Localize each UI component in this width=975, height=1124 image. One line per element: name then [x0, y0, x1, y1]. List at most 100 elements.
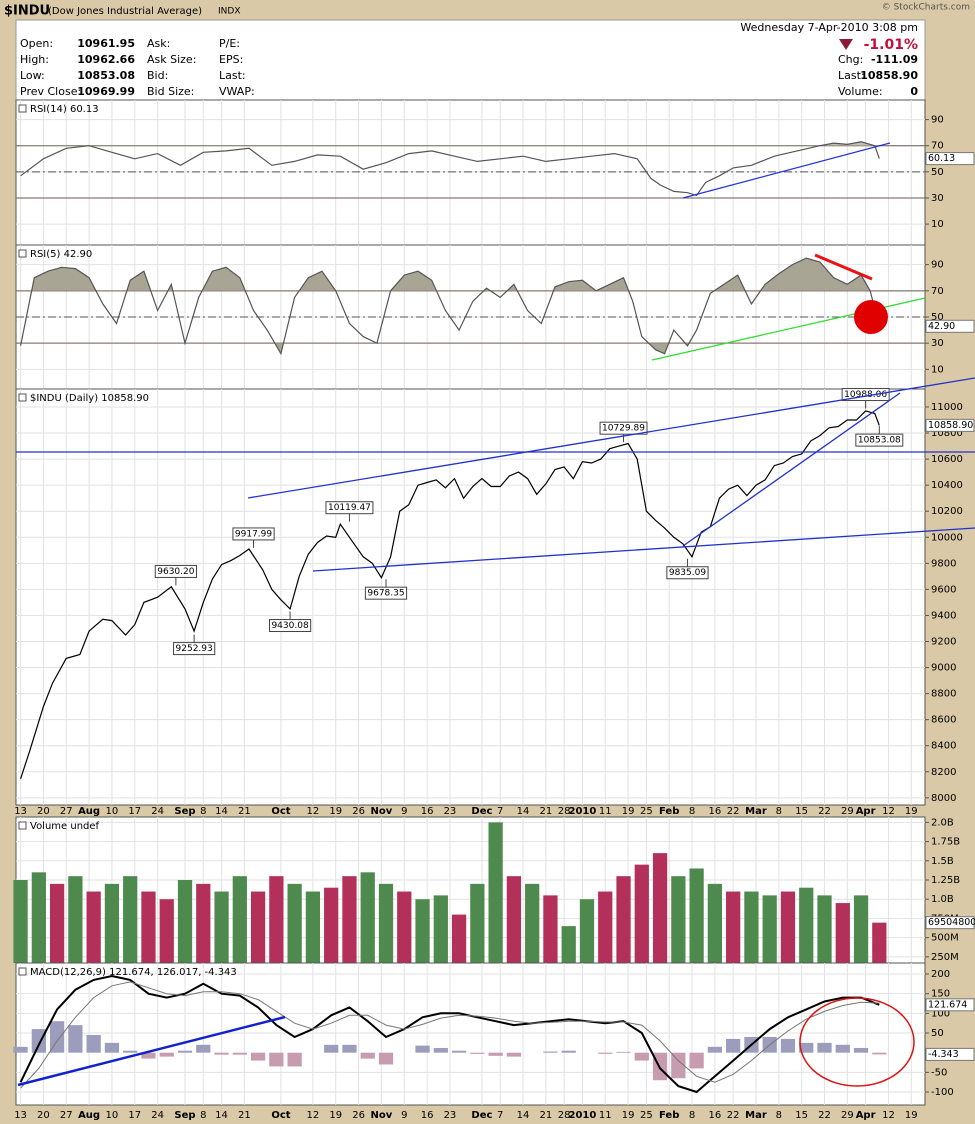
histogram-bar — [250, 1052, 266, 1061]
histogram-bar — [561, 1050, 576, 1053]
x-tick-label: 22 — [818, 1110, 831, 1121]
y-tick-label: 10 — [931, 364, 944, 375]
x-tick-label: Apr — [856, 806, 876, 817]
line — [20, 410, 880, 779]
annotation-label: 9252.93 — [176, 644, 213, 654]
y-tick-label: 1.25B — [931, 875, 960, 886]
x-tick-label: 10 — [106, 806, 119, 817]
line — [20, 981, 880, 1089]
quote-label: High: — [20, 53, 49, 66]
quote-value: 10853.08 — [77, 69, 135, 82]
volume-bar — [488, 822, 503, 963]
x-tick-label: 29 — [841, 806, 854, 817]
histogram-bar — [232, 1052, 247, 1055]
x-tick-label: 28 — [558, 1110, 571, 1121]
panel-title: RSI(14) 60.13 — [30, 104, 99, 115]
histogram-bar — [853, 1047, 869, 1053]
volume-bar — [104, 883, 120, 963]
volume-bar — [561, 926, 576, 963]
y-tick-label: 10600 — [931, 454, 963, 465]
x-tick-label: Aug — [78, 1110, 100, 1121]
x-tick-label: 22 — [818, 806, 831, 817]
x-tick-label: 14 — [215, 806, 228, 817]
x-tick-label: 25 — [640, 806, 653, 817]
x-tick-label: Dec — [471, 1110, 492, 1121]
histogram-bar — [287, 1052, 302, 1067]
y-tick-label: 70 — [931, 286, 944, 297]
histogram-bar — [488, 1052, 503, 1056]
annotation-box — [325, 501, 374, 515]
x-tick-label: 25 — [640, 1110, 653, 1121]
volume-bar — [269, 876, 284, 963]
histogram-bar — [506, 1052, 522, 1057]
annotation-box — [599, 421, 648, 435]
x-tick-label: 27 — [60, 806, 73, 817]
histogram-bar — [835, 1044, 850, 1053]
exchange: INDX — [218, 7, 240, 17]
x-tick-label: Apr — [856, 1110, 876, 1121]
histogram-bar — [269, 1052, 284, 1067]
volume-bar — [159, 899, 174, 963]
y-tick-label: 8400 — [931, 741, 956, 752]
quote-label: Volume: — [838, 85, 883, 98]
quote-label: Low: — [20, 69, 45, 82]
volume-bar — [324, 887, 339, 963]
y-tick-label: 30 — [931, 193, 944, 204]
x-tick-label: 23 — [444, 806, 457, 817]
x-tick-label: Feb — [659, 806, 679, 817]
title-icon — [18, 104, 27, 113]
title-icon — [18, 393, 27, 402]
volume-bar — [86, 891, 101, 963]
volume-bar — [817, 895, 832, 963]
volume-bar — [305, 891, 321, 963]
x-tick-label: 14 — [517, 1110, 530, 1121]
histogram-bar — [598, 1052, 613, 1054]
quote-label: Last: — [838, 69, 865, 82]
volume-bar — [250, 891, 266, 963]
histogram-bar — [123, 1050, 138, 1053]
value-box-label: 42.90 — [928, 321, 955, 332]
y-tick-label: 50 — [931, 167, 944, 178]
volume-bar — [598, 891, 613, 963]
volume-bar — [68, 876, 83, 963]
down-arrow — [839, 39, 853, 50]
trend-lines — [16, 142, 975, 1087]
volume-bar — [397, 891, 412, 963]
quote-label: Last: — [219, 69, 246, 82]
annotation-box — [666, 566, 709, 580]
line — [20, 257, 880, 356]
value-box-label: 10858.90 — [928, 420, 973, 431]
x-tick-label: 8 — [776, 806, 782, 817]
volume-bar — [342, 876, 357, 963]
quote-label: Ask Size: — [147, 53, 196, 66]
x-tick-label: 15 — [795, 806, 808, 817]
volume-bar — [141, 891, 156, 963]
volume-bar — [579, 899, 595, 963]
histogram-bar — [31, 1029, 46, 1053]
x-tick-label: Oct — [271, 1110, 290, 1121]
quote-value: -111.09 — [871, 53, 918, 66]
x-tick-label: 11 — [599, 1110, 612, 1121]
x-tick-label: 13 — [14, 806, 27, 817]
x-tick-label: 21 — [540, 1110, 553, 1121]
x-tick-label: 17 — [128, 1110, 141, 1121]
volume-bar — [470, 883, 485, 963]
x-tick-label: 19 — [329, 806, 342, 817]
volume-bar — [378, 883, 394, 963]
volume-bar — [744, 891, 759, 963]
datetime: Wednesday 7-Apr-2010 3:08 pm — [740, 21, 918, 34]
title-icon — [18, 967, 27, 976]
y-tick-label: 50 — [931, 1028, 944, 1039]
x-tick-label: 12 — [882, 806, 895, 817]
x-tick-label: Nov — [371, 1110, 393, 1121]
title-icon — [18, 249, 27, 258]
volume-bar — [177, 880, 193, 963]
annotation-box — [154, 564, 197, 578]
x-tick-label: 8 — [200, 806, 206, 817]
x-tick-label: 29 — [841, 1110, 854, 1121]
x-tick-label: 21 — [238, 806, 251, 817]
volume-bar — [13, 880, 28, 963]
annotation-label: 10119.47 — [328, 503, 371, 513]
quote-label: Chg: — [838, 53, 863, 66]
